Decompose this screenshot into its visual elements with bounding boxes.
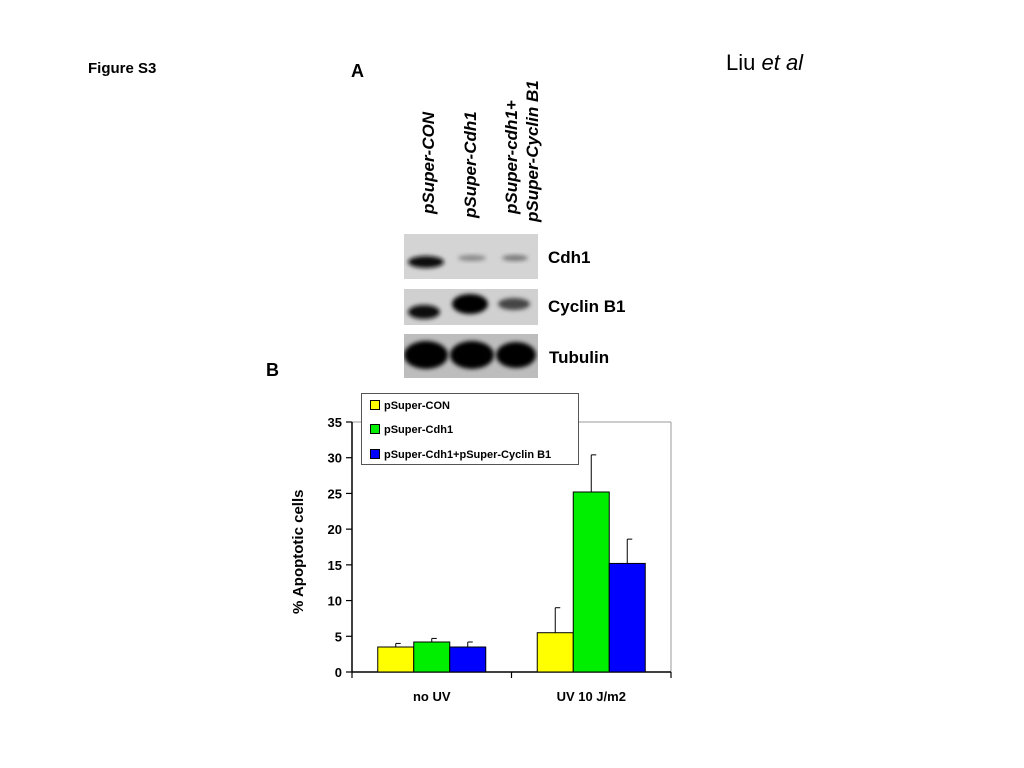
bar — [377, 646, 415, 673]
x-tick-label: UV 10 J/m2 — [557, 689, 626, 704]
band-cdh1-lane1 — [408, 256, 444, 268]
band-cdh1-lane2 — [458, 255, 486, 261]
bar — [449, 646, 487, 673]
band-cyclinb1-lane3 — [498, 298, 530, 310]
legend-label-3: pSuper-Cdh1+pSuper-Cyclin B1 — [384, 449, 552, 461]
bar — [608, 562, 646, 673]
band-tubulin-lane2 — [450, 341, 494, 369]
y-tick-label: 5 — [335, 629, 342, 644]
bar — [536, 632, 574, 673]
y-tick-label: 0 — [335, 665, 342, 680]
legend-swatch-1 — [370, 400, 380, 410]
x-tick-label: no UV — [413, 689, 451, 704]
y-tick-label: 15 — [328, 558, 342, 573]
blot-strip-cyclin-b1 — [404, 289, 538, 325]
legend-label-2: pSuper-Cdh1 — [384, 424, 454, 436]
legend-label-1: pSuper-CON — [384, 400, 450, 412]
bar — [572, 491, 610, 673]
y-tick-label: 25 — [328, 486, 342, 501]
panel-a-label: A — [351, 61, 364, 81]
blot-label-tubulin: Tubulin — [549, 348, 610, 367]
band-cyclinb1-lane1 — [408, 305, 440, 319]
legend-item-2: pSuper-Cdh1 — [370, 424, 453, 436]
y-tick-label: 30 — [328, 451, 342, 466]
band-cyclinb1-lane2 — [452, 294, 488, 314]
blot-strip-tubulin — [404, 334, 538, 378]
legend-item-1: pSuper-CON — [370, 400, 450, 412]
legend-item-3: pSuper-Cdh1+pSuper-Cyclin B1 — [370, 449, 551, 461]
y-tick-label: 20 — [328, 522, 342, 537]
bar — [413, 641, 451, 673]
panel-b-label: B — [266, 360, 279, 380]
y-tick-label: 10 — [328, 594, 342, 609]
author-suffix: et al — [761, 50, 804, 75]
figure-label: Figure S3 — [88, 60, 157, 77]
legend-swatch-2 — [370, 424, 380, 434]
legend-swatch-3 — [370, 449, 380, 459]
western-blot — [404, 234, 538, 378]
blot-strip-cdh1 — [404, 234, 538, 279]
chart-legend: pSuper-CON pSuper-Cdh1 pSuper-Cdh1+pSupe… — [361, 393, 579, 465]
blot-label-cyclin-b1: Cyclin B1 — [548, 297, 626, 316]
blot-label-cdh1: Cdh1 — [548, 248, 591, 267]
author-credit: Liu et al — [726, 50, 803, 76]
y-tick-label: 35 — [328, 415, 342, 430]
band-tubulin-lane3 — [496, 342, 536, 368]
band-cdh1-lane3 — [502, 255, 528, 261]
author-name: Liu — [726, 50, 756, 75]
band-tubulin-lane1 — [404, 341, 448, 369]
